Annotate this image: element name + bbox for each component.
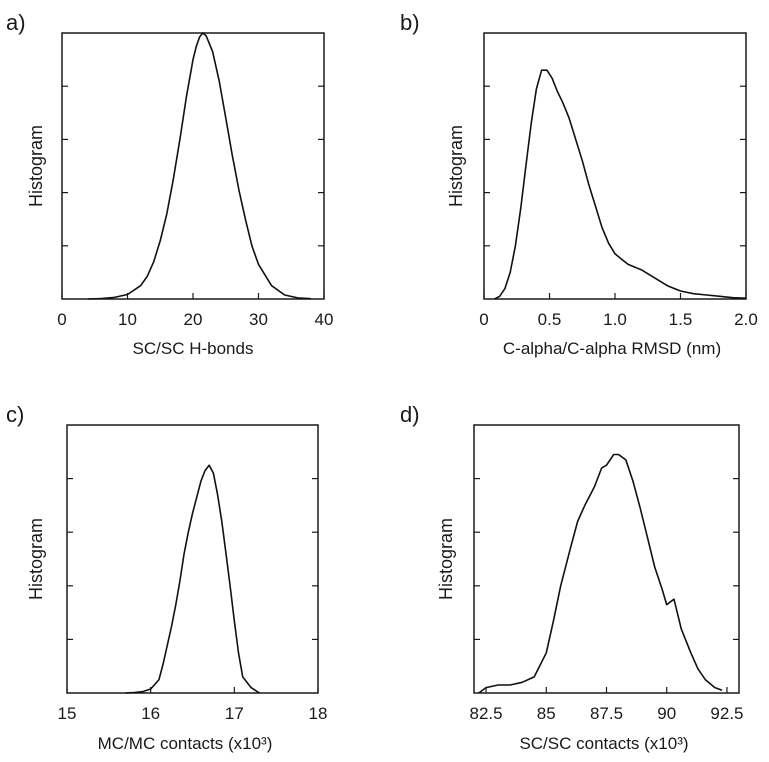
- x-tick-label: 92.5: [710, 704, 743, 723]
- series-line: [88, 32, 311, 300]
- panel-label: a): [6, 10, 26, 35]
- y-axis-label: Histogram: [26, 518, 46, 600]
- x-tick-label: 2.0: [734, 310, 758, 329]
- x-tick-label: 40: [315, 310, 334, 329]
- x-tick-label: 18: [309, 704, 328, 723]
- series-line: [478, 453, 723, 694]
- series-line: [125, 464, 260, 694]
- plot-frame: [61, 32, 325, 300]
- y-axis-label: Histogram: [446, 125, 466, 207]
- panel-a: a) Histogram SC/SC H-bonds 0 10 20 30 40: [6, 10, 333, 358]
- x-tick-label: 17: [225, 704, 244, 723]
- x-tick-label: 85: [537, 704, 556, 723]
- panel-label: c): [6, 402, 24, 427]
- x-tick-label: 15: [58, 704, 77, 723]
- x-tick-label: 0.5: [538, 310, 562, 329]
- x-axis-label: SC/SC contacts (x10³): [519, 734, 688, 753]
- panel-d: d) Histogram SC/SC contacts (x10³) 82.5 8…: [400, 402, 744, 753]
- x-axis-label: SC/SC H-bonds: [133, 339, 254, 358]
- panel-c: c) Histogram MC/MC contacts (x10³) 15 16 1…: [6, 402, 327, 753]
- panel-label: b): [400, 10, 420, 35]
- y-axis-label: Histogram: [436, 518, 456, 600]
- x-tick-label: 0: [57, 310, 66, 329]
- x-tick-label: 82.5: [469, 704, 502, 723]
- x-tick-label: 0: [479, 310, 488, 329]
- x-tick-label: 87.5: [590, 704, 623, 723]
- x-tick-label: 16: [141, 704, 160, 723]
- plot-frame: [66, 424, 319, 694]
- plot-frame: [483, 32, 747, 300]
- x-tick-label: 30: [249, 310, 268, 329]
- x-tick-label: 90: [657, 704, 676, 723]
- y-axis-label: Histogram: [26, 125, 46, 207]
- x-tick-label: 1.5: [669, 310, 693, 329]
- series-line: [494, 69, 747, 300]
- x-axis-label: C-alpha/C-alpha RMSD (nm): [503, 339, 721, 358]
- x-tick-label: 10: [118, 310, 137, 329]
- x-tick-label: 20: [184, 310, 203, 329]
- panel-b: b) Histogram C-alpha/C-alpha RMSD (nm) 0…: [400, 10, 758, 358]
- panel-label: d): [400, 402, 420, 427]
- x-axis-label: MC/MC contacts (x10³): [98, 734, 273, 753]
- x-tick-label: 1.0: [603, 310, 627, 329]
